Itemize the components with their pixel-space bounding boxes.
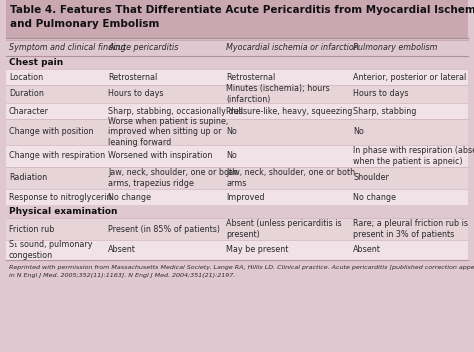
Text: Minutes (ischemia); hours
(infarction): Minutes (ischemia); hours (infarction) bbox=[226, 84, 330, 104]
Text: Absent: Absent bbox=[353, 245, 381, 254]
Text: Duration: Duration bbox=[9, 89, 44, 99]
Text: and Pulmonary Embolism: and Pulmonary Embolism bbox=[10, 19, 159, 29]
Text: S₁ sound, pulmonary
congestion: S₁ sound, pulmonary congestion bbox=[9, 240, 92, 260]
Text: Improved: Improved bbox=[226, 193, 264, 201]
Bar bbox=[6, 85, 468, 103]
Text: Retrosternal: Retrosternal bbox=[109, 73, 157, 82]
Text: in N Engl J Med. 2005;352(11):1163]. N Engl J Med. 2004;351(21):2197.: in N Engl J Med. 2005;352(11):1163]. N E… bbox=[9, 273, 235, 278]
Bar bbox=[6, 119, 468, 145]
Text: Anterior, posterior or lateral: Anterior, posterior or lateral bbox=[353, 73, 466, 82]
Text: Pressure-like, heavy, squeezing: Pressure-like, heavy, squeezing bbox=[226, 107, 353, 115]
Bar bbox=[6, 69, 468, 85]
Text: Worsened with inspiration: Worsened with inspiration bbox=[109, 151, 213, 161]
Text: No change: No change bbox=[109, 193, 151, 201]
Text: Shoulder: Shoulder bbox=[353, 174, 389, 182]
Bar bbox=[6, 167, 468, 189]
Text: Myocardial ischemia or infarction: Myocardial ischemia or infarction bbox=[226, 44, 359, 52]
Bar bbox=[6, 240, 468, 260]
Text: Acute pericarditis: Acute pericarditis bbox=[109, 44, 179, 52]
Bar bbox=[6, 38, 468, 56]
Text: Jaw, neck, shoulder, one or both
arms, trapezius ridge: Jaw, neck, shoulder, one or both arms, t… bbox=[109, 168, 237, 188]
Text: Pulmonary embolism: Pulmonary embolism bbox=[353, 44, 438, 52]
Text: Physical examination: Physical examination bbox=[9, 207, 118, 216]
Text: Absent (unless pericarditis is
present): Absent (unless pericarditis is present) bbox=[226, 219, 342, 239]
Text: No: No bbox=[226, 151, 237, 161]
Text: Sharp, stabbing: Sharp, stabbing bbox=[353, 107, 417, 115]
Text: Friction rub: Friction rub bbox=[9, 225, 55, 233]
Bar bbox=[6, 56, 468, 69]
Bar bbox=[6, 0, 468, 38]
Text: In phase with respiration (absent
when the patient is apneic): In phase with respiration (absent when t… bbox=[353, 146, 474, 166]
Text: Radiation: Radiation bbox=[9, 174, 47, 182]
Bar bbox=[6, 189, 468, 205]
Text: Chest pain: Chest pain bbox=[9, 58, 63, 67]
Bar bbox=[6, 103, 468, 119]
Text: Reprinted with permission from Massachusetts Medical Society. Lange RA, Hillis L: Reprinted with permission from Massachus… bbox=[9, 265, 474, 270]
Text: Change with position: Change with position bbox=[9, 127, 93, 137]
Text: May be present: May be present bbox=[226, 245, 289, 254]
Text: Rare; a pleural friction rub is
present in 3% of patients: Rare; a pleural friction rub is present … bbox=[353, 219, 468, 239]
Text: Character: Character bbox=[9, 107, 49, 115]
Text: Jaw, neck, shoulder, one or both
arms: Jaw, neck, shoulder, one or both arms bbox=[226, 168, 356, 188]
Text: Present (in 85% of patients): Present (in 85% of patients) bbox=[109, 225, 220, 233]
Text: Hours to days: Hours to days bbox=[353, 89, 409, 99]
Text: No: No bbox=[226, 127, 237, 137]
Bar bbox=[6, 145, 468, 167]
Text: No change: No change bbox=[353, 193, 396, 201]
Text: Hours to days: Hours to days bbox=[109, 89, 164, 99]
Text: Location: Location bbox=[9, 73, 43, 82]
Bar bbox=[6, 218, 468, 240]
Text: Sharp, stabbing, occasionally dull: Sharp, stabbing, occasionally dull bbox=[109, 107, 243, 115]
Bar bbox=[6, 205, 468, 218]
Text: Absent: Absent bbox=[109, 245, 136, 254]
Text: Response to nitroglycerin: Response to nitroglycerin bbox=[9, 193, 111, 201]
Text: Change with respiration: Change with respiration bbox=[9, 151, 105, 161]
Text: Worse when patient is supine,
improved when sitting up or
leaning forward: Worse when patient is supine, improved w… bbox=[109, 117, 228, 147]
Text: Retrosternal: Retrosternal bbox=[226, 73, 275, 82]
Text: Table 4. Features That Differentiate Acute Pericarditis from Myocardial Ischemia: Table 4. Features That Differentiate Acu… bbox=[10, 5, 474, 15]
Text: No: No bbox=[353, 127, 364, 137]
Text: Symptom and clinical finding: Symptom and clinical finding bbox=[9, 44, 126, 52]
